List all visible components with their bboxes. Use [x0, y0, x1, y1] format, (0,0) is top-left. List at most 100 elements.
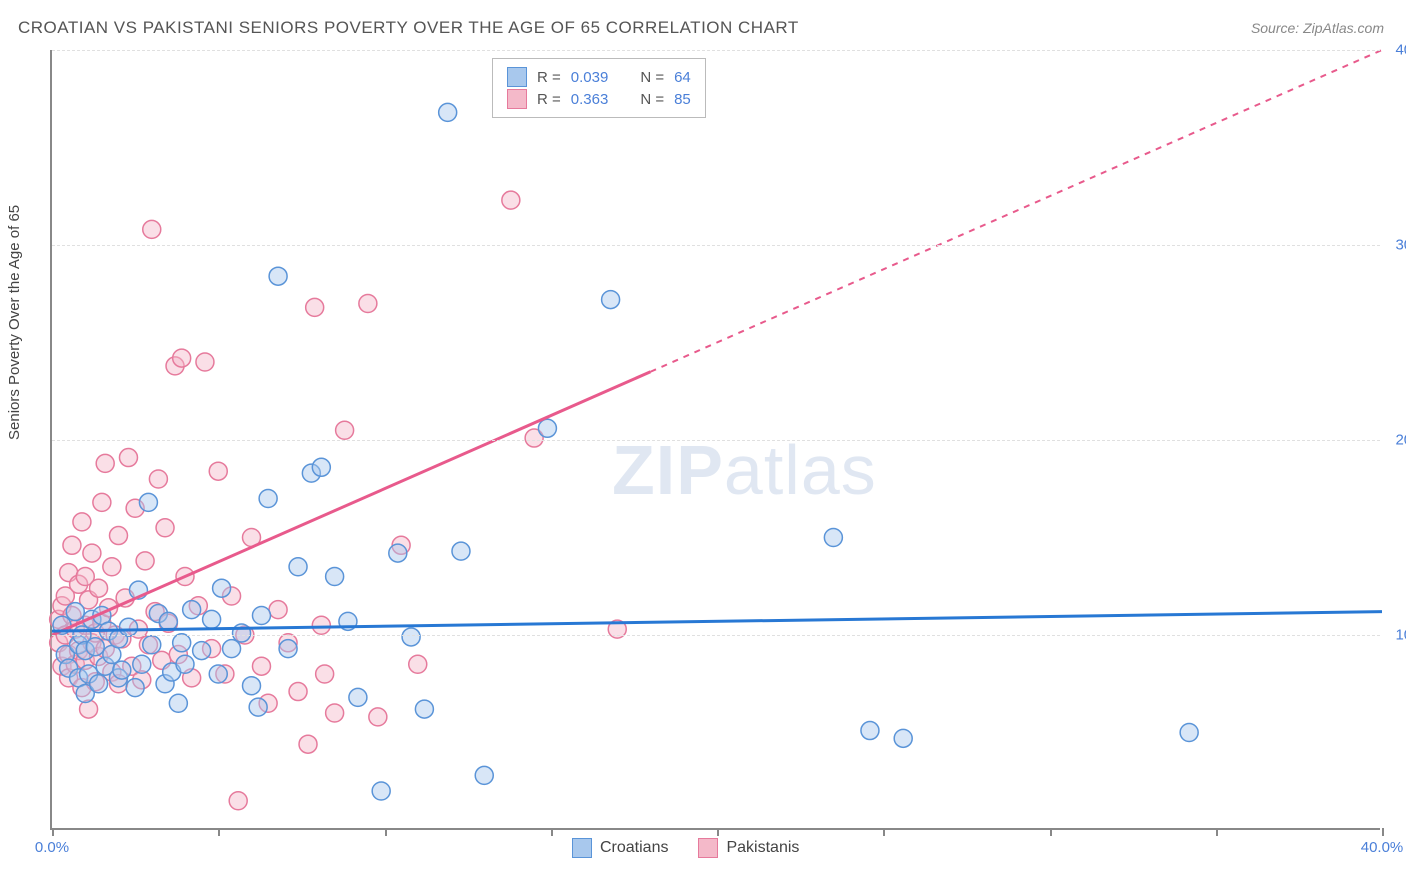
- data-point: [475, 766, 493, 784]
- n-value: 64: [674, 69, 691, 86]
- data-point: [439, 103, 457, 121]
- data-point: [243, 677, 261, 695]
- data-point: [73, 513, 91, 531]
- data-point: [316, 665, 334, 683]
- data-point: [252, 607, 270, 625]
- x-tick-label: 40.0%: [1361, 839, 1404, 856]
- r-label: R =: [537, 69, 561, 86]
- legend-swatch: [507, 67, 527, 87]
- data-point: [86, 638, 104, 656]
- data-point: [80, 700, 98, 718]
- data-point: [193, 642, 211, 660]
- data-point: [143, 220, 161, 238]
- source-attribution: Source: ZipAtlas.com: [1251, 20, 1384, 36]
- data-point: [402, 628, 420, 646]
- x-tick: [52, 828, 54, 836]
- data-point: [359, 295, 377, 313]
- stats-legend-row: R = 0.039 N = 64: [507, 67, 691, 87]
- data-point: [63, 536, 81, 554]
- plot-svg: [52, 50, 1380, 828]
- y-tick-label: 30.0%: [1395, 237, 1406, 254]
- data-point: [415, 700, 433, 718]
- data-point: [349, 688, 367, 706]
- gridline: [52, 635, 1380, 636]
- data-point: [196, 353, 214, 371]
- data-point: [389, 544, 407, 562]
- stats-legend-row: R =0.363N =85: [507, 89, 691, 109]
- data-point: [159, 612, 177, 630]
- series-label: Pakistanis: [726, 839, 799, 857]
- series-legend-item: Croatians: [572, 838, 668, 858]
- data-point: [326, 704, 344, 722]
- x-tick: [883, 828, 885, 836]
- data-point: [602, 291, 620, 309]
- data-point: [110, 527, 128, 545]
- data-point: [149, 470, 167, 488]
- data-point: [133, 655, 151, 673]
- data-point: [861, 722, 879, 740]
- y-tick-label: 40.0%: [1395, 42, 1406, 59]
- data-point: [269, 601, 287, 619]
- x-tick: [1382, 828, 1384, 836]
- stats-legend: R = 0.039 N = 64 R =0.363N =85: [492, 58, 706, 118]
- data-point: [176, 655, 194, 673]
- data-point: [173, 349, 191, 367]
- r-value: 0.363: [571, 91, 609, 108]
- chart-container: CROATIAN VS PAKISTANI SENIORS POVERTY OV…: [0, 0, 1406, 892]
- data-point: [289, 558, 307, 576]
- data-point: [66, 603, 84, 621]
- data-point: [119, 618, 137, 636]
- data-point: [372, 782, 390, 800]
- data-point: [143, 636, 161, 654]
- data-point: [538, 419, 556, 437]
- legend-swatch: [507, 89, 527, 109]
- data-point: [259, 490, 277, 508]
- data-point: [502, 191, 520, 209]
- trendline: [52, 612, 1382, 632]
- data-point: [96, 454, 114, 472]
- n-value: 85: [674, 91, 691, 108]
- data-point: [369, 708, 387, 726]
- data-point: [312, 616, 330, 634]
- gridline: [52, 245, 1380, 246]
- data-point: [83, 544, 101, 562]
- data-point: [824, 529, 842, 547]
- legend-swatch: [698, 838, 718, 858]
- series-label: Croatians: [600, 839, 668, 857]
- x-tick: [1216, 828, 1218, 836]
- data-point: [252, 657, 270, 675]
- data-point: [249, 698, 267, 716]
- data-point: [229, 792, 247, 810]
- data-point: [136, 552, 154, 570]
- data-point: [213, 579, 231, 597]
- y-tick-label: 20.0%: [1395, 432, 1406, 449]
- plot-area: ZIPatlas R =0.039N =64R =0.363N =85 Croa…: [50, 50, 1380, 830]
- data-point: [894, 729, 912, 747]
- x-tick: [1050, 828, 1052, 836]
- data-point: [312, 458, 330, 476]
- gridline: [52, 440, 1380, 441]
- data-point: [326, 568, 344, 586]
- series-legend: Croatians Pakistanis: [572, 838, 799, 858]
- data-point: [103, 558, 121, 576]
- data-point: [90, 579, 108, 597]
- x-tick: [218, 828, 220, 836]
- data-point: [203, 610, 221, 628]
- data-point: [223, 640, 241, 658]
- x-tick: [385, 828, 387, 836]
- data-point: [336, 421, 354, 439]
- gridline: [52, 50, 1380, 51]
- data-point: [299, 735, 317, 753]
- n-label: N =: [640, 69, 664, 86]
- data-point: [209, 462, 227, 480]
- trendline: [651, 50, 1383, 372]
- series-legend-item: Pakistanis: [698, 838, 799, 858]
- data-point: [93, 493, 111, 511]
- data-point: [269, 267, 287, 285]
- data-point: [113, 661, 131, 679]
- data-point: [452, 542, 470, 560]
- data-point: [90, 675, 108, 693]
- r-value: 0.039: [571, 69, 609, 86]
- data-point: [1180, 724, 1198, 742]
- x-tick-label: 0.0%: [35, 839, 69, 856]
